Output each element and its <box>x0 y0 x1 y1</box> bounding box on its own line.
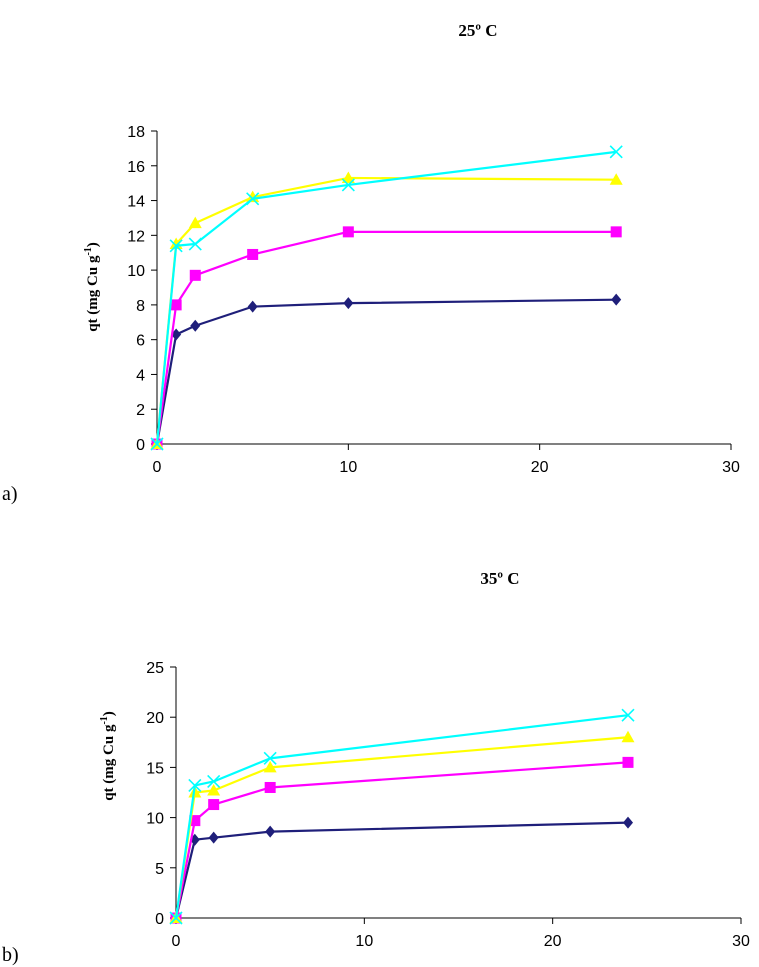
y-tick-label: 16 <box>127 159 145 176</box>
series-layer <box>169 708 635 925</box>
chart-panel-b: 35º C b) qt (mg Cu g-1) 0 5 10 15 20 25 0 10 20 3… <box>2 569 750 966</box>
data-point <box>263 760 277 773</box>
data-point <box>207 774 221 789</box>
series <box>151 226 622 450</box>
series <box>169 708 635 925</box>
data-point <box>621 730 635 743</box>
x-tick-label: 30 <box>722 459 740 476</box>
data-point <box>263 751 277 765</box>
data-point <box>609 145 623 159</box>
data-point <box>208 799 220 811</box>
x-tick-label: 20 <box>531 459 549 476</box>
series-line <box>155 230 617 445</box>
data-point <box>189 269 201 281</box>
y-tick-label: 10 <box>146 811 164 828</box>
data-point <box>610 226 622 238</box>
panel-label: a) <box>2 483 18 505</box>
series-line <box>155 298 617 445</box>
data-point <box>247 300 258 313</box>
series-line <box>174 821 629 919</box>
y-tick-label: 6 <box>136 333 145 350</box>
data-point <box>247 248 259 260</box>
x-tick-label: 0 <box>172 933 181 950</box>
data-point <box>188 216 202 229</box>
y-tick-label: 15 <box>146 760 164 777</box>
data-point <box>170 299 182 311</box>
series-line <box>155 150 617 445</box>
y-tick-label: 2 <box>136 402 145 419</box>
data-point <box>169 911 183 925</box>
data-point <box>188 778 202 793</box>
series <box>170 756 634 924</box>
data-point <box>246 192 260 206</box>
x-tick-label: 30 <box>732 933 750 950</box>
data-point <box>609 173 623 185</box>
x-tick-label: 10 <box>355 933 373 950</box>
data-point <box>207 783 221 796</box>
x-tick-label: 0 <box>153 459 162 476</box>
y-tick-label: 0 <box>155 911 164 928</box>
data-point <box>188 237 202 251</box>
data-point <box>343 297 354 310</box>
data-point <box>264 781 276 793</box>
series <box>169 730 635 923</box>
data-point <box>623 816 633 829</box>
series <box>152 293 622 450</box>
data-point <box>189 815 201 827</box>
series-line <box>155 176 617 445</box>
data-point <box>621 708 635 722</box>
series <box>150 145 623 451</box>
axes: 0 2 4 6 8 10 12 14 16 18 0 10 20 30 <box>127 124 740 476</box>
data-point <box>341 171 355 183</box>
data-point <box>622 756 634 768</box>
data-point <box>169 239 183 253</box>
data-point <box>150 437 164 451</box>
series-layer <box>150 145 623 451</box>
y-axis-label: qt (mg Cu g-1) <box>99 711 117 801</box>
y-tick-label: 20 <box>146 710 164 727</box>
y-tick-label: 4 <box>136 367 145 384</box>
y-tick-label: 0 <box>136 437 145 454</box>
series-line <box>174 761 629 919</box>
series-line <box>174 714 629 919</box>
data-point <box>342 226 354 238</box>
y-tick-label: 12 <box>127 228 145 245</box>
data-point <box>265 825 276 838</box>
chart-title: 25º C <box>458 21 497 40</box>
y-tick-label: 14 <box>127 194 145 211</box>
chart-panel-a: 25º C a) qt (mg Cu g-1) 0246810121416180… <box>2 21 740 505</box>
x-tick-label: 20 <box>544 933 562 950</box>
y-tick-label: 5 <box>155 861 164 878</box>
x-tick-label: 10 <box>339 459 357 476</box>
data-point <box>341 178 355 192</box>
data-point <box>171 328 182 341</box>
chart-title: 35º C <box>480 569 519 588</box>
panel-label: b) <box>2 944 19 966</box>
y-tick-label: 10 <box>127 263 145 280</box>
axes: 0 5 10 15 20 25 0 10 20 30 <box>146 660 750 950</box>
data-point <box>611 293 622 306</box>
y-tick-label: 8 <box>136 298 145 315</box>
y-tick-label: 25 <box>146 660 164 677</box>
data-point <box>208 831 219 844</box>
y-axis-label: qt (mg Cu g-1) <box>83 242 101 332</box>
y-tick-label: 18 <box>127 124 145 141</box>
series <box>171 816 633 924</box>
series <box>150 171 623 449</box>
data-point <box>190 319 201 332</box>
